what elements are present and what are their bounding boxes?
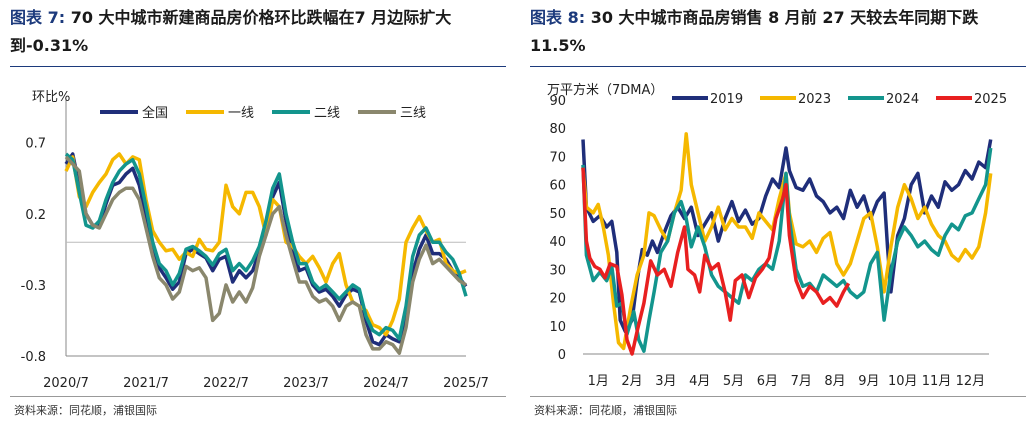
legend-label-二线: 二线 <box>314 106 340 121</box>
x-tick-label: 2025/7 <box>443 376 489 391</box>
price-change-chart: 环比% 0.7 0.2 -0.3 -0.8 2020/7 2021/7 2022/7 2023/… <box>21 90 489 391</box>
y-tick-label: 40 <box>549 235 566 250</box>
y-tick-label: -0.3 <box>21 279 46 294</box>
x-tick-label: 4月 <box>689 374 710 389</box>
y-tick-label: 0.7 <box>25 137 46 152</box>
panel-divider <box>516 0 520 424</box>
series-line-三线 <box>64 155 467 355</box>
y-tick-label: 30 <box>549 263 566 278</box>
y-tick-label: 90 <box>549 94 566 109</box>
x-tick-label: 1月 <box>588 374 609 389</box>
legend-label-一线: 一线 <box>228 106 254 121</box>
x-tick-label: 7月 <box>791 374 812 389</box>
title-rule <box>530 66 1026 67</box>
legend-label-2019: 2019 <box>710 92 743 107</box>
x-tick-label: 5月 <box>723 374 744 389</box>
series-line-二线 <box>64 152 468 341</box>
x-tick-label: 8月 <box>824 374 845 389</box>
x-tick-label: 10月 <box>888 374 918 389</box>
source-rule <box>530 396 1026 397</box>
y-tick-label: 0 <box>558 348 566 363</box>
series-line-2025 <box>581 167 851 356</box>
y-tick-label: 50 <box>549 207 566 222</box>
x-tick-label: 3月 <box>655 374 676 389</box>
y-tick-label: 80 <box>549 122 566 137</box>
y-tick-label: 0.2 <box>25 208 46 223</box>
legend-label-2023: 2023 <box>798 92 831 107</box>
y-tick-label: 20 <box>549 292 566 307</box>
figure-8-title: 图表 8: 30 大中城市商品房销售 8 月前 27 天较去年同期下跌 11.5… <box>530 4 1020 60</box>
figure-8-source: 资料来源：同花顺，浦银国际 <box>534 404 677 417</box>
legend-label-2025: 2025 <box>974 92 1007 107</box>
y-tick-label: 70 <box>549 150 566 165</box>
x-tick-label: 11月 <box>922 374 952 389</box>
x-tick-label: 2020/7 <box>43 376 89 391</box>
x-tick-label: 12月 <box>956 374 986 389</box>
series-line-2019 <box>581 139 993 334</box>
y-tick-label: -0.8 <box>21 350 46 365</box>
x-tick-label: 2024/7 <box>363 376 409 391</box>
figure-8-title-text: 30 大中城市商品房销售 8 月前 27 天较去年同期下跌 11.5% <box>530 8 979 55</box>
figure-8-label: 图表 8: <box>530 8 586 27</box>
sales-chart: 万平方米（7DMA） 0 10 20 30 40 50 60 70 80 90 1月 2月 3月 4月 5月 6… <box>547 82 1007 389</box>
series-line-2023 <box>581 132 993 351</box>
figure-7-title: 图表 7: 70 大中城市新建商品房价格环比跌幅在7 月边际扩大到-0.31% <box>10 4 500 60</box>
figure-7-title-text: 70 大中城市新建商品房价格环比跌幅在7 月边际扩大到-0.31% <box>10 8 452 55</box>
y-tick-label: 10 <box>549 320 566 335</box>
source-rule <box>10 396 506 397</box>
y-tick-label: 60 <box>549 179 566 194</box>
x-tick-label: 2023/7 <box>283 376 329 391</box>
legend-label-2024: 2024 <box>886 92 919 107</box>
x-tick-label: 9月 <box>858 374 879 389</box>
figure-7-source: 资料来源：同花顺，浦银国际 <box>14 404 157 417</box>
x-tick-label: 2月 <box>621 374 642 389</box>
y-axis-label: 万平方米（7DMA） <box>547 82 663 98</box>
title-rule <box>10 66 506 67</box>
figure-7-label: 图表 7: <box>10 8 66 27</box>
figure-7-panel: 图表 7: 70 大中城市新建商品房价格环比跌幅在7 月边际扩大到-0.31% … <box>10 4 506 417</box>
x-tick-label: 2022/7 <box>203 376 249 391</box>
legend-label-三线: 三线 <box>400 106 426 121</box>
y-axis-label: 环比% <box>32 90 70 105</box>
legend-label-全国: 全国 <box>142 105 168 121</box>
series-line-2024 <box>581 147 993 353</box>
x-tick-label: 2021/7 <box>123 376 169 391</box>
figure-8-panel: 图表 8: 30 大中城市商品房销售 8 月前 27 天较去年同期下跌 11.5… <box>520 0 1032 424</box>
x-tick-label: 6月 <box>757 374 778 389</box>
